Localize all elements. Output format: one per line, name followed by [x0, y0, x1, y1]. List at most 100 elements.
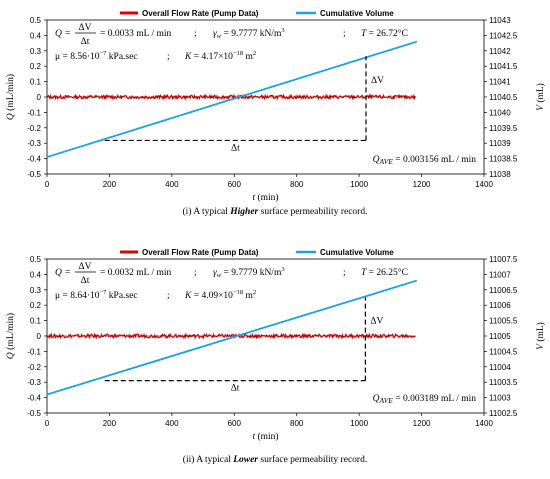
delta-t-label: Δt — [231, 143, 240, 153]
x-tick-label: 600 — [228, 180, 242, 189]
y-left-axis-symbol: Q — [6, 352, 16, 359]
eq-gamma-subscript: w — [217, 272, 222, 279]
eq-viscosity: μ = 8.56·10−7 kPa.sec — [55, 50, 138, 62]
y-left-tick-label: -0.4 — [27, 155, 41, 164]
y-left-tick-label: 0.2 — [30, 301, 42, 310]
q-ave-symbol: Q — [373, 155, 380, 165]
y-left-tick-label: 0.5 — [30, 16, 42, 25]
y-left-tick-label: -0.2 — [27, 363, 41, 372]
q-ave-value: = 0.003189 mL / min — [393, 394, 476, 404]
y-right-tick-label: 11003 — [489, 394, 511, 403]
x-axis-symbol: t — [252, 432, 255, 442]
legend-label-flow-rate: Overall Flow Rate (Pump Data) — [142, 248, 259, 257]
eq-temperature-value: = 26.25°C — [366, 267, 408, 278]
caption-prefix: (ii) A typical — [183, 454, 233, 465]
eq-permeability-unit: m — [243, 291, 253, 301]
x-tick-label: 1200 — [413, 180, 431, 189]
eq-permeability-superscript: 2 — [253, 289, 256, 296]
eq-q-symbol: Q — [55, 268, 62, 278]
caption-emphasis: Lower — [232, 455, 258, 465]
y-left-axis-unit: (mL/min) — [5, 313, 16, 352]
y-right-tick-label: 11040.5 — [489, 93, 518, 102]
y-left-tick-label: -0.3 — [27, 378, 41, 387]
y-left-tick-label: 0.3 — [30, 47, 42, 56]
eq-q-symbol: Q — [55, 29, 62, 39]
eq-temperature: T = 26.72°C — [361, 28, 408, 39]
y-right-tick-label: 11043 — [489, 16, 511, 25]
x-tick-label: 600 — [228, 419, 242, 428]
caption-suffix: surface permeability record. — [258, 206, 367, 217]
eq-gamma-symbol: γ — [213, 268, 217, 278]
eq-separator: ; — [343, 29, 346, 39]
eq-separator: ; — [194, 268, 197, 278]
eq-permeability-unit: m — [243, 52, 253, 62]
y-right-axis-label: V (mL) — [535, 322, 546, 350]
figure-caption: (ii) A typical Lower surface permeabilit… — [183, 454, 367, 465]
eq-viscosity-unit: kPa.sec — [106, 52, 137, 62]
y-left-axis-label: Q (mL/min) — [5, 313, 16, 359]
x-tick-label: 400 — [165, 180, 179, 189]
delta-v-label: ΔV — [371, 76, 384, 86]
eq-viscosity-value: μ = 8.56·10 — [55, 52, 100, 62]
x-tick-label: 1400 — [475, 419, 493, 428]
eq-separator: ; — [343, 268, 346, 278]
eq-permeability-symbol: K — [184, 52, 192, 62]
delta-v-label: ΔV — [370, 317, 383, 327]
y-left-axis-label: Q (mL/min) — [5, 74, 16, 120]
x-tick-label: 0 — [45, 419, 50, 428]
x-axis-symbol: t — [252, 193, 255, 203]
eq-viscosity-exponent: −7 — [100, 289, 108, 296]
y-right-tick-label: 11039 — [489, 139, 511, 148]
legend-label-cumulative-volume: Cumulative Volume — [320, 9, 394, 18]
x-tick-label: 0 — [45, 180, 50, 189]
y-left-tick-label: 0.4 — [30, 270, 42, 279]
y-left-tick-label: -0.3 — [27, 139, 41, 148]
x-tick-label: 1200 — [413, 419, 431, 428]
eq-permeability-symbol: K — [184, 291, 192, 301]
x-axis-unit: (min) — [255, 192, 278, 203]
eq-gamma-value: = 9.7777 kN/m — [221, 29, 282, 39]
y-right-tick-label: 11005.5 — [489, 317, 518, 326]
y-right-tick-label: 11039.5 — [489, 124, 518, 133]
eq-permeability-exponent: −18 — [233, 289, 243, 296]
q-ave-subscript: AVE — [379, 396, 394, 405]
x-tick-label: 1000 — [350, 180, 368, 189]
eq-permeability-exponent: −18 — [233, 50, 243, 57]
y-right-tick-label: 11042 — [489, 47, 511, 56]
y-right-tick-label: 11003.5 — [489, 378, 518, 387]
x-tick-label: 200 — [103, 419, 117, 428]
y-left-tick-label: 0 — [37, 332, 42, 341]
y-right-tick-label: 11038.5 — [489, 155, 518, 164]
x-tick-label: 400 — [165, 419, 179, 428]
eq-gamma-symbol: γ — [213, 29, 217, 39]
q-ave-value: = 0.003156 mL / min — [393, 155, 476, 165]
y-right-tick-label: 11007 — [489, 270, 511, 279]
x-axis-label: t (min) — [252, 431, 278, 442]
y-left-tick-label: 0.2 — [30, 62, 42, 71]
eq-equals: = — [65, 268, 70, 278]
y-left-tick-label: 0 — [37, 93, 42, 102]
y-left-tick-label: -0.1 — [27, 108, 41, 117]
eq-permeability-value: = 4.09×10 — [191, 291, 233, 301]
y-left-axis-unit: (mL/min) — [5, 74, 16, 113]
y-right-tick-label: 11040 — [489, 108, 511, 117]
eq-permeability-value: = 4.17×10 — [191, 52, 233, 62]
eq-equals: = — [65, 29, 70, 39]
y-right-axis-unit: (mL) — [535, 83, 546, 105]
eq-temperature-value: = 26.72°C — [366, 28, 408, 39]
eq-gamma-superscript: 3 — [281, 266, 284, 273]
series-line-cumulative-volume — [46, 40, 418, 158]
y-left-tick-label: 0.4 — [30, 31, 42, 40]
eq-separator: ; — [194, 29, 197, 39]
eq-gamma-superscript: 3 — [281, 27, 284, 34]
eq-permeability-superscript: 2 — [253, 50, 256, 57]
y-left-tick-label: -0.2 — [27, 124, 41, 133]
panel-lower: 0.5 0.4 0.3 0.2 0.1 0 -0.1 -0.2 -0.3 -0.4 -0.5 1100… — [5, 248, 546, 465]
eq-delta-t: Δt — [81, 276, 90, 286]
eq-temperature: T = 26.25°C — [361, 267, 408, 278]
x-tick-label: 1000 — [350, 419, 368, 428]
q-ave-subscript: AVE — [379, 157, 394, 166]
figure-caption: (i) A typical Higher surface permeabilit… — [183, 206, 368, 217]
eq-temperature-symbol: T — [361, 268, 367, 278]
